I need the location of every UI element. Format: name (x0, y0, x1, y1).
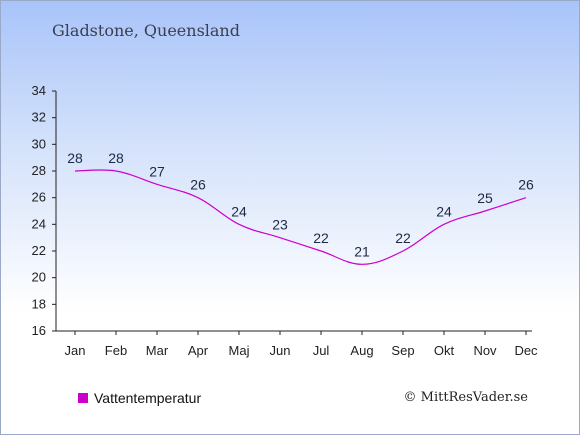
x-tick-label: Nov (473, 343, 497, 358)
chart-title: Gladstone, Queensland (52, 21, 240, 40)
y-tick-label: 18 (32, 296, 46, 311)
x-tick-label: Mar (146, 343, 169, 358)
x-tick-label: Aug (350, 343, 373, 358)
legend-label: Vattentemperatur (94, 390, 202, 406)
data-label: 25 (477, 190, 493, 206)
legend-swatch (78, 393, 88, 403)
data-label: 27 (149, 163, 165, 179)
x-tick-label: Jul (313, 343, 330, 358)
data-label: 26 (518, 177, 534, 193)
y-tick-label: 34 (32, 83, 46, 98)
data-label: 28 (108, 150, 124, 166)
x-tick-label: Jun (270, 343, 291, 358)
data-label: 22 (395, 230, 411, 246)
data-labels: 28 28 27 26 24 23 22 21 22 24 25 26 (67, 150, 534, 259)
legend: Vattentemperatur (78, 390, 201, 406)
y-tick-label: 26 (32, 190, 46, 205)
axes: 16 18 20 22 24 26 28 30 32 34 Jan Feb Mar Apr Maj Jun Ju… (32, 83, 539, 358)
data-label: 24 (436, 203, 452, 219)
data-label: 28 (67, 150, 83, 166)
x-tick-label: Feb (105, 343, 127, 358)
data-label: 26 (190, 177, 206, 193)
x-tick-label: Okt (434, 343, 455, 358)
data-label: 22 (313, 230, 329, 246)
y-tick-label: 20 (32, 270, 46, 285)
y-tick-label: 22 (32, 243, 46, 258)
credit-text: © MittResVader.se (403, 390, 528, 405)
x-tick-label: Apr (188, 343, 209, 358)
y-tick-label: 32 (32, 110, 46, 125)
data-label: 23 (272, 217, 288, 233)
data-label: 24 (231, 203, 247, 219)
x-tick-label: Dec (514, 343, 538, 358)
x-tick-label: Jan (65, 343, 86, 358)
series-group (74, 169, 527, 265)
y-tick-label: 30 (32, 136, 46, 151)
x-tick-label: Sep (391, 343, 414, 358)
y-tick-label: 24 (32, 216, 46, 231)
x-tick-label: Maj (229, 343, 250, 358)
data-label: 21 (354, 243, 370, 259)
y-tick-label: 28 (32, 163, 46, 178)
series-line-vattentemperatur (74, 169, 527, 265)
y-tick-label: 16 (32, 323, 46, 338)
